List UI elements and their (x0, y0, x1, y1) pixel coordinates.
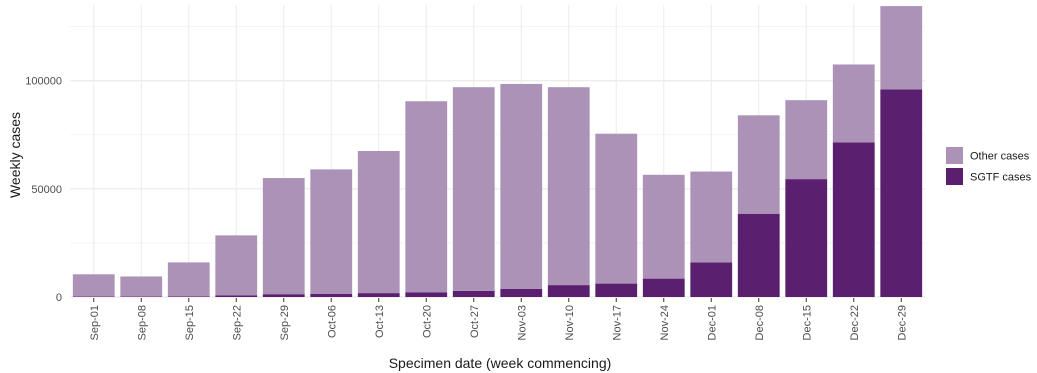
bar-other-cases-nov-24 (642, 174, 685, 279)
bar-other-cases-nov-03 (500, 83, 543, 289)
legend-label-sgtf-cases: SGTF cases (970, 172, 1032, 184)
bar-other-cases-dec-29 (880, 6, 923, 90)
x-tick-label: Nov-10 (564, 305, 576, 340)
legend: Other cases SGTF cases (946, 147, 1032, 185)
x-tick-label: Dec-01 (706, 305, 718, 340)
legend-label-other-cases: Other cases (970, 151, 1030, 163)
bar-other-cases-oct-20 (405, 101, 448, 293)
x-tick-label: Dec-08 (754, 305, 766, 340)
x-axis-title: Specimen date (week commencing) (389, 355, 612, 371)
bar-other-cases-dec-22 (832, 64, 875, 143)
bar-other-cases-sep-08 (120, 276, 163, 297)
y-tick-label: 0 (56, 292, 62, 304)
bars-group (72, 6, 923, 297)
bar-sgtf-cases-nov-10 (547, 285, 590, 297)
x-tick-label: Dec-29 (896, 305, 908, 340)
x-tick-label: Sep-22 (231, 305, 243, 340)
x-tick-label: Sep-29 (279, 305, 291, 340)
bar-other-cases-sep-01 (72, 274, 115, 297)
bar-other-cases-nov-17 (595, 133, 638, 284)
legend-swatch-other-cases (946, 147, 963, 164)
bar-other-cases-oct-13 (357, 151, 400, 294)
x-axis: Sep-01 Sep-08 Sep-15 Sep-22 Sep-29 Oct-06 Oct-… (89, 298, 908, 340)
bar-other-cases-sep-29 (262, 178, 305, 295)
bar-other-cases-oct-06 (310, 169, 353, 294)
bar-sgtf-cases-nov-17 (595, 283, 638, 297)
x-tick-label: Oct-27 (469, 305, 481, 338)
bar-sgtf-cases-dec-22 (832, 142, 875, 297)
bar-other-cases-nov-10 (547, 87, 590, 286)
bar-sgtf-cases-dec-15 (785, 179, 828, 297)
bar-other-cases-dec-15 (785, 100, 828, 180)
bar-sgtf-cases-oct-20 (405, 292, 448, 297)
x-tick-label: Oct-20 (421, 305, 433, 338)
bar-other-cases-sep-15 (167, 262, 210, 297)
bar-sgtf-cases-oct-27 (452, 290, 495, 297)
bar-sgtf-cases-oct-13 (357, 293, 400, 297)
bar-other-cases-oct-27 (452, 87, 495, 291)
bar-other-cases-dec-08 (737, 115, 780, 214)
bar-sgtf-cases-dec-01 (690, 262, 733, 297)
y-axis: 0 50000 100000 (25, 76, 62, 304)
x-tick-label: Nov-03 (516, 305, 528, 340)
bar-other-cases-sep-22 (215, 235, 258, 296)
bar-sgtf-cases-sep-15 (167, 296, 210, 297)
bar-sgtf-cases-dec-08 (737, 213, 780, 297)
x-tick-label: Dec-15 (801, 305, 813, 340)
x-tick-label: Oct-06 (326, 305, 338, 338)
y-tick-label: 50000 (31, 184, 62, 196)
x-tick-label: Oct-13 (374, 305, 386, 338)
bar-sgtf-cases-sep-29 (262, 294, 305, 297)
x-tick-label: Nov-24 (659, 305, 671, 340)
legend-swatch-sgtf-cases (946, 168, 963, 185)
y-axis-title: Weekly cases (7, 112, 23, 198)
x-tick-label: Sep-15 (184, 305, 196, 340)
y-tick-label: 100000 (25, 76, 62, 88)
bar-sgtf-cases-nov-24 (642, 278, 685, 297)
x-tick-label: Nov-17 (611, 305, 623, 340)
x-tick-label: Sep-01 (89, 305, 101, 340)
bar-sgtf-cases-nov-03 (500, 288, 543, 297)
bar-other-cases-dec-01 (690, 171, 733, 263)
x-tick-label: Sep-08 (136, 305, 148, 340)
x-tick-label: Dec-22 (849, 305, 861, 340)
bar-sgtf-cases-oct-06 (310, 293, 353, 297)
bar-sgtf-cases-sep-22 (215, 295, 258, 297)
bar-sgtf-cases-dec-29 (880, 89, 923, 297)
